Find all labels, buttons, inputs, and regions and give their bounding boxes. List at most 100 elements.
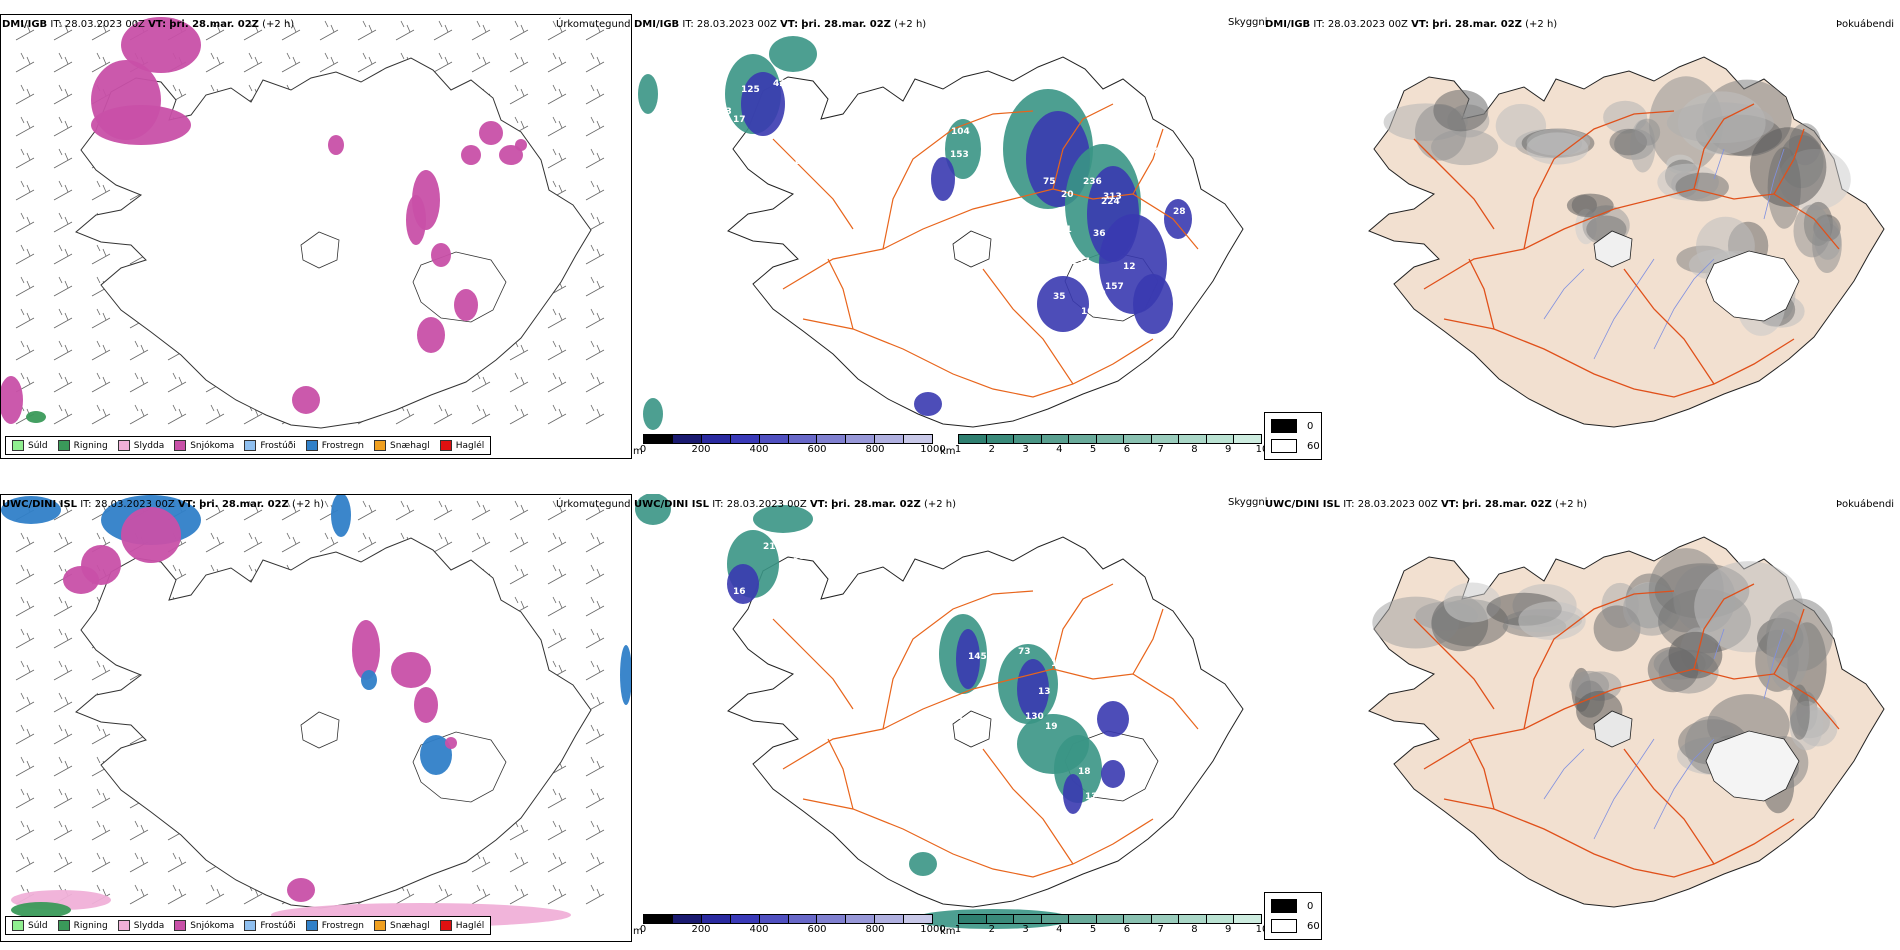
colorbar-cell	[875, 915, 905, 923]
wind-barb	[53, 180, 73, 201]
ceiling-value-label: 135	[793, 157, 812, 167]
road-line	[827, 738, 854, 810]
wind-barb	[53, 308, 73, 329]
wind-barb	[585, 532, 605, 553]
precip-area	[431, 243, 451, 267]
colorbar-cell	[644, 435, 673, 443]
wind-barb	[205, 52, 225, 73]
road-line	[1423, 188, 1840, 290]
colorbar-tick-label: 4	[1056, 444, 1063, 455]
river-line	[1763, 628, 1785, 700]
fog-index-area	[1668, 631, 1723, 679]
cloud-area	[635, 494, 671, 525]
precip-area	[1, 496, 61, 524]
cloud-area	[945, 119, 981, 179]
title-precip-row2: Úrkomutegund	[556, 499, 631, 510]
wind-barb	[53, 148, 73, 169]
legend-label: Snæhagl	[390, 440, 430, 451]
river-line	[1593, 738, 1655, 840]
legend-label: Frostúði	[260, 440, 296, 451]
wind-barb	[15, 692, 35, 713]
wind-barb	[471, 52, 491, 73]
wind-barb	[547, 628, 567, 649]
colorbar-tick-label: 3	[1022, 444, 1029, 455]
wind-barb	[91, 788, 111, 809]
precip-area	[1, 376, 23, 424]
fog-index-area	[1666, 102, 1774, 144]
wind-barb	[129, 404, 149, 425]
fog-index-area	[1433, 89, 1489, 132]
colorbar-cell	[788, 915, 818, 923]
colorbar-cell	[672, 435, 702, 443]
road-line	[882, 590, 1034, 730]
ceiling-value-label: 17	[958, 717, 971, 727]
wind-barb	[357, 52, 377, 73]
precip-area	[620, 645, 631, 705]
colorbar-cell	[759, 915, 789, 923]
fog-panel-row2	[1264, 494, 1900, 942]
wind-barb	[585, 180, 605, 201]
ceiling-value-label: 146	[930, 385, 949, 395]
road-line	[1693, 583, 1755, 670]
ceiling-value-label: 25	[785, 119, 798, 129]
header-precip-row2: UWC/DINI ISL IT: 28.03.2023 00Z VT: þri.…	[2, 499, 325, 510]
wind-barb	[15, 276, 35, 297]
legend-label: Frostregn	[321, 920, 365, 931]
legend-swatch	[117, 440, 130, 451]
cloud-area	[1133, 274, 1173, 334]
colorbar-cell	[817, 915, 847, 923]
wind-barb	[395, 500, 415, 521]
legend-label: Snjókoma	[190, 440, 235, 451]
wind-barb	[167, 884, 187, 905]
colorbar-tick-label: 5	[1089, 924, 1097, 935]
precip-legend-row2: Súld Rigning Slydda Snjókoma Frostúði Frostre…	[5, 916, 492, 935]
wind-barb	[15, 564, 35, 585]
ceiling-unit-row1: m	[633, 446, 643, 457]
wind-barb	[547, 788, 567, 809]
colorbar-tick-label: 1000	[920, 924, 946, 935]
ceiling-value-label: 15	[753, 612, 766, 622]
wind-barb	[53, 532, 73, 553]
wind-barb	[205, 404, 225, 425]
ceiling-value-label: 153	[950, 150, 969, 160]
ceiling-value-label: 104	[951, 127, 970, 137]
visibility-colorbar-row1: 1 2 3 4 5 6 7 8 9 10	[955, 434, 1268, 456]
wind-barb	[91, 20, 111, 41]
colorbar-cell	[1069, 915, 1097, 923]
precip-area	[420, 735, 452, 775]
ceiling-value-label: 33	[961, 187, 974, 197]
colorbar-cell	[846, 915, 876, 923]
wind-barb	[585, 404, 605, 425]
wind-barb	[15, 660, 35, 681]
legend-swatch	[305, 440, 318, 451]
precip-legend-item: Frostregn	[305, 440, 364, 451]
colorbar-cell	[1206, 435, 1235, 443]
wind-barb	[509, 20, 529, 41]
wind-barb	[281, 532, 301, 553]
wind-barb	[585, 820, 605, 841]
legend-swatch	[244, 920, 257, 931]
wind-barb	[15, 20, 35, 41]
ceiling-value-label: 64	[1081, 817, 1094, 827]
road-line	[772, 618, 854, 710]
precip-legend-item: Súld	[12, 920, 48, 931]
wind-barb	[509, 372, 529, 393]
ceiling-value-label: 145	[968, 652, 987, 662]
river-line	[1713, 628, 1725, 660]
wind-barb	[585, 276, 605, 297]
ceiling-value-label: 12	[1085, 792, 1098, 802]
precip-legend-item: Frostúði	[244, 920, 296, 931]
colorbar-tick-label: 600	[807, 444, 827, 455]
colorbar-tick-label: 10	[1255, 924, 1269, 935]
wind-barb	[91, 660, 111, 681]
title-fog-row1: Þokuábendi	[1836, 19, 1895, 30]
ceiling-value-label: 105	[1081, 307, 1100, 317]
wind-barb	[547, 532, 567, 553]
wind-barb	[53, 340, 73, 361]
wind-barb	[281, 20, 301, 41]
precip-type-map-row2	[1, 495, 631, 933]
colorbar-cell	[1041, 435, 1070, 443]
wind-barb	[433, 500, 453, 521]
ceiling-value-label: 236	[1083, 177, 1102, 187]
road-line	[782, 188, 1199, 290]
